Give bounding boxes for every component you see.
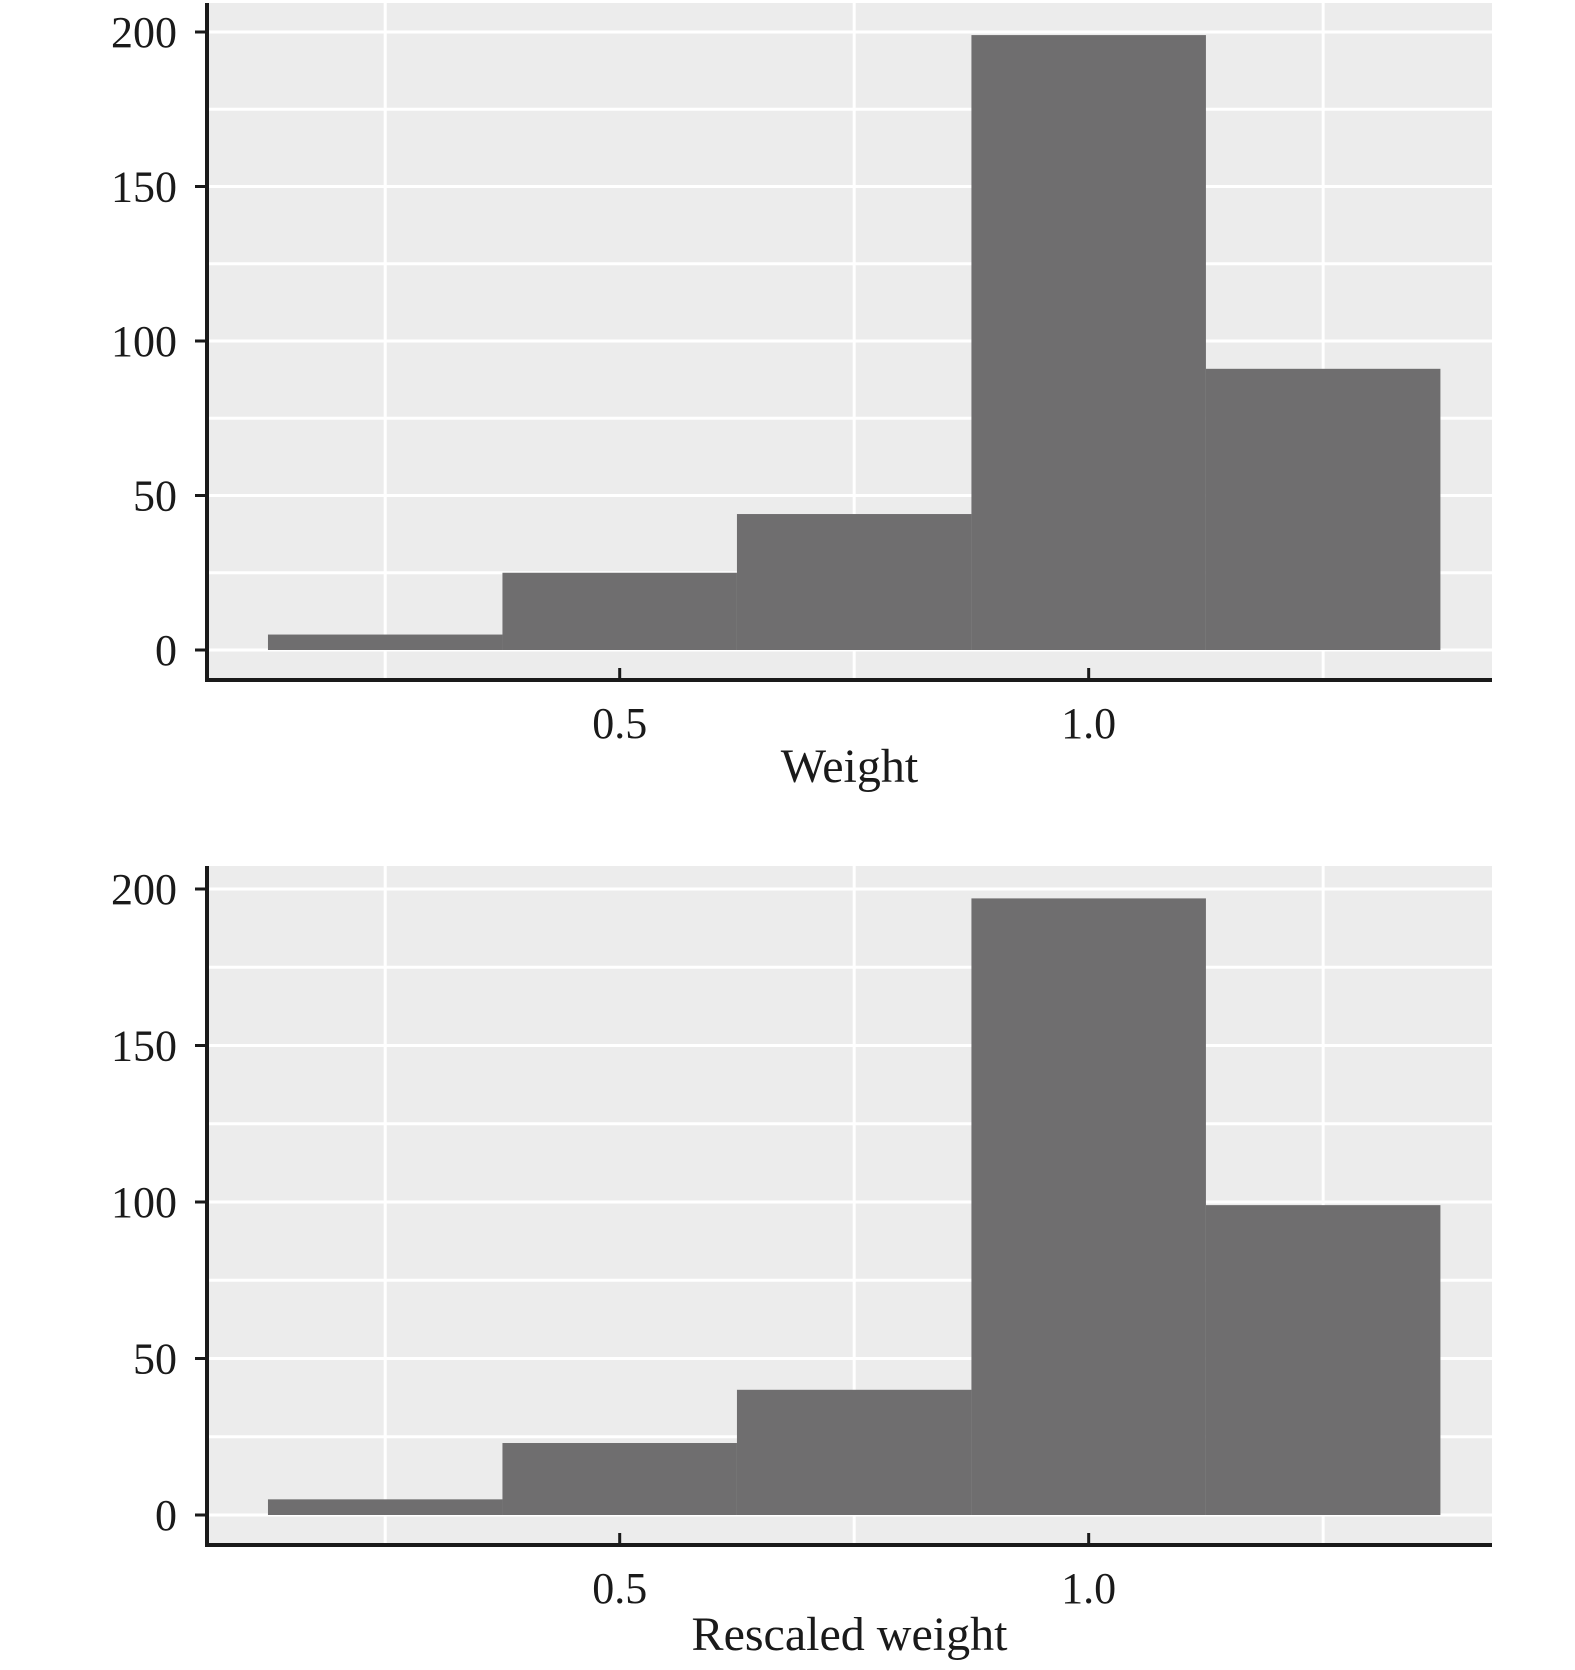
y-tick-label: 100 bbox=[111, 317, 177, 366]
histogram-bar-2 bbox=[502, 572, 737, 650]
histogram-bar-2 bbox=[502, 1443, 737, 1515]
x-axis-title: Rescaled weight bbox=[692, 1608, 1009, 1661]
histogram-bar-3 bbox=[736, 514, 972, 650]
y-tick-label: 150 bbox=[111, 1022, 177, 1071]
y-tick-label: 150 bbox=[111, 163, 177, 212]
y-tick-label: 100 bbox=[111, 1178, 177, 1227]
histogram-bar-4 bbox=[971, 898, 1206, 1515]
y-tick-label: 50 bbox=[133, 472, 177, 521]
histogram-bar-4 bbox=[971, 35, 1206, 650]
x-tick-label: 0.5 bbox=[592, 1564, 647, 1613]
histogram-bar-1 bbox=[267, 1499, 503, 1515]
y-tick-label: 200 bbox=[111, 8, 177, 57]
y-tick-label: 0 bbox=[155, 626, 177, 675]
y-tick-label: 50 bbox=[133, 1335, 177, 1384]
histogram-bar-1 bbox=[267, 634, 503, 650]
histogram-bar-3 bbox=[736, 1389, 972, 1515]
histogram-bar-5 bbox=[1205, 368, 1441, 650]
rescaled-weight-histogram-panel: 0 50 100 150 200 0.5 1.0 Rescaled weight bbox=[111, 865, 1492, 1661]
weight-histogram-panel: 0 50 100 150 200 0.5 1.0 Weight bbox=[111, 3, 1492, 793]
x-tick-label: 0.5 bbox=[592, 699, 647, 748]
y-tick-label: 0 bbox=[155, 1491, 177, 1540]
x-axis-title: Weight bbox=[781, 740, 919, 793]
x-tick-label: 1.0 bbox=[1061, 1564, 1116, 1613]
y-tick-label: 200 bbox=[111, 865, 177, 914]
histogram-bar-5 bbox=[1205, 1205, 1441, 1515]
x-tick-label: 1.0 bbox=[1061, 699, 1116, 748]
